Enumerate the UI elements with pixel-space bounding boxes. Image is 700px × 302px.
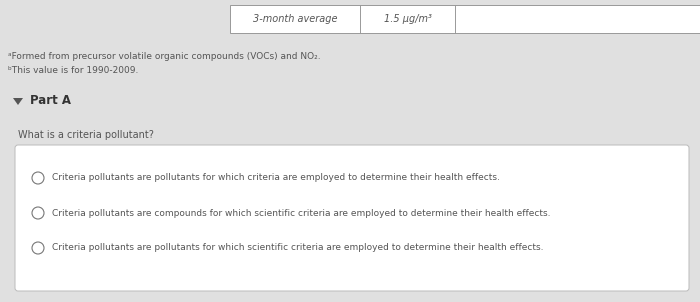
Text: Criteria pollutants are pollutants for which criteria are employed to determine : Criteria pollutants are pollutants for w…	[52, 174, 500, 182]
Text: 3-month average: 3-month average	[253, 14, 337, 24]
Text: ᵇThis value is for 1990-2009.: ᵇThis value is for 1990-2009.	[8, 66, 139, 75]
FancyBboxPatch shape	[15, 145, 689, 291]
Text: Part A: Part A	[30, 95, 71, 108]
Polygon shape	[13, 98, 23, 105]
Text: What is a criteria pollutant?: What is a criteria pollutant?	[18, 130, 154, 140]
Text: ᵃFormed from precursor volatile organic compounds (VOCs) and NO₂.: ᵃFormed from precursor volatile organic …	[8, 52, 321, 61]
Text: Criteria pollutants are compounds for which scientific criteria are employed to : Criteria pollutants are compounds for wh…	[52, 208, 550, 217]
Bar	[230, 5, 700, 33]
Text: 1.5 μg/m³: 1.5 μg/m³	[384, 14, 431, 24]
Text: Criteria pollutants are pollutants for which scientific criteria are employed to: Criteria pollutants are pollutants for w…	[52, 243, 543, 252]
